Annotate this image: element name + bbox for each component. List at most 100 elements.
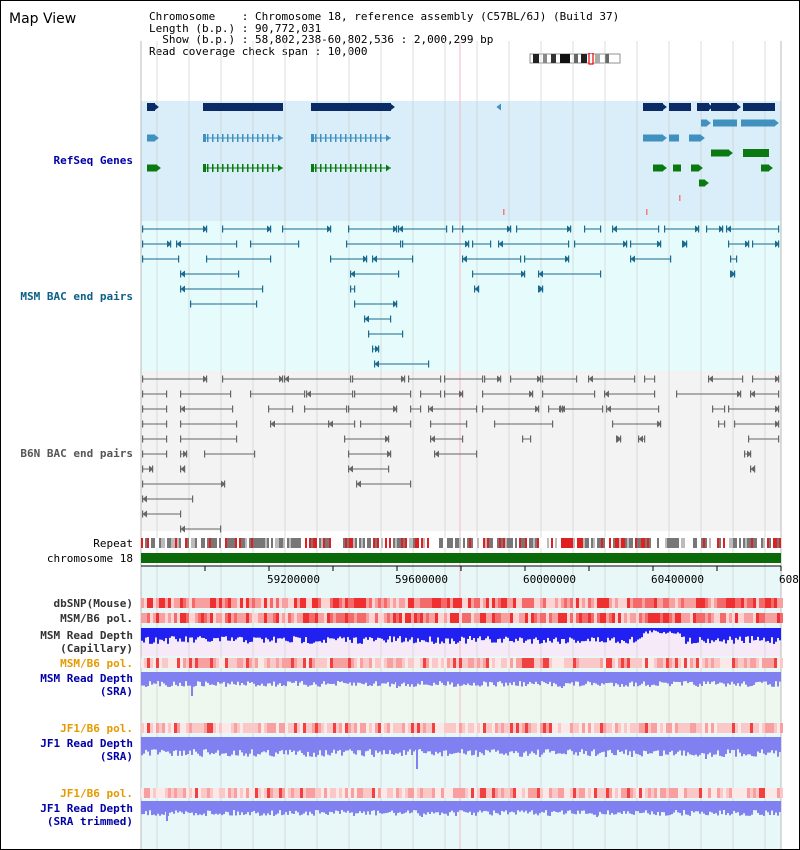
bac-end — [482, 405, 484, 413]
jf1-depth-sra-bar — [777, 737, 779, 757]
jf1-depth-trimmed-bar — [255, 801, 257, 814]
msm-depth-sra-bar — [483, 672, 485, 682]
msm-b6-pol-density — [720, 613, 723, 623]
track-label-jf1-b6-pol[interactable]: JF1/B6 pol. — [60, 722, 133, 735]
repeat-segment — [661, 538, 663, 548]
jf1-b6-pol-density — [507, 788, 510, 798]
jf1-depth-trimmed-bar — [191, 801, 193, 813]
bac-end — [712, 405, 714, 413]
jf1-depth-trimmed-bar — [693, 801, 695, 813]
repeat-segment — [759, 538, 761, 548]
msm-depth-capillary-bar — [513, 628, 515, 643]
jf1-depth-trimmed-bar — [649, 801, 651, 815]
bac-end — [142, 450, 144, 458]
bac-end — [466, 420, 468, 428]
track-label-msm-bac[interactable]: MSM BAC end pairs — [20, 290, 133, 303]
repeat-segment — [189, 538, 191, 548]
dbsnp-density — [717, 598, 720, 608]
jf1-depth-sra-bar — [645, 737, 647, 752]
jf1-b6-pol-density — [192, 723, 195, 733]
jf1-depth-sra-bar — [259, 737, 261, 755]
msm-depth-sra-bar — [241, 672, 243, 683]
jf1-depth-sra-bar — [471, 737, 473, 756]
repeat-segment — [373, 538, 375, 548]
track-label-msm-depth-sra[interactable]: MSM Read Depth — [40, 672, 133, 685]
jf1-depth-sra-bar — [649, 737, 651, 754]
track-label-chromosome[interactable]: chromosome 18 — [46, 552, 133, 565]
jf1-b6-pol-density — [753, 723, 756, 733]
jf1-b6-pol-density — [600, 788, 603, 798]
repeat-segment — [749, 538, 751, 548]
msm-depth-sra-bar — [621, 672, 623, 685]
jf1-b6-pol-density — [402, 723, 405, 733]
track-label-dbsnp[interactable]: dbSNP(Mouse) — [53, 597, 133, 610]
jf1-depth-sra-bar — [495, 737, 497, 752]
msm-depth-capillary-bar — [309, 628, 311, 644]
track-label-msm-depth-capillary[interactable]: MSM Read Depth — [40, 629, 133, 642]
msm-depth-capillary-bar — [385, 628, 387, 643]
jf1-b6-pol-density — [402, 788, 405, 798]
track-label-jf1-depth-sra[interactable]: JF1 Read Depth — [40, 737, 133, 750]
jf1-depth-trimmed-bar — [547, 801, 549, 816]
jf1-depth-trimmed-bar — [347, 801, 349, 811]
track-label-msm-b6-pol-2[interactable]: MSM/B6 pol. — [60, 657, 133, 670]
gene-exon — [311, 164, 314, 172]
jf1-depth-sra-bar — [507, 737, 509, 756]
msm-depth-capillary-bar — [283, 628, 285, 638]
repeat-segment — [359, 538, 361, 548]
bac-end — [630, 240, 632, 248]
msm-b6-pol-density — [561, 658, 564, 668]
msm-depth-capillary-bar — [187, 628, 189, 643]
jf1-b6-pol-density — [510, 723, 513, 733]
dbsnp-density — [414, 598, 417, 608]
bac-end — [410, 420, 412, 428]
track-label-b6n-bac[interactable]: B6N BAC end pairs — [20, 447, 133, 460]
strand-arrow — [731, 270, 736, 278]
jf1-depth-sra-bar — [679, 737, 681, 751]
msm-depth-sra-bar — [499, 672, 501, 682]
repeat-segment — [673, 538, 675, 548]
strand-arrow — [180, 285, 185, 293]
track-label-refseq[interactable]: RefSeq Genes — [53, 154, 133, 167]
jf1-depth-trimmed-bar — [495, 801, 497, 813]
track-label-repeat[interactable]: Repeat — [93, 537, 133, 550]
dbsnp-density — [720, 598, 723, 608]
dbsnp-density — [429, 598, 432, 608]
strand-arrow — [657, 240, 662, 248]
gene-exon — [365, 164, 367, 172]
jf1-depth-sra-bar — [537, 737, 539, 750]
msm-depth-sra-bar — [521, 672, 523, 687]
jf1-depth-sra-bar — [501, 737, 503, 754]
msm-b6-pol-density — [432, 658, 435, 668]
track-label-jf1-b6-pol-2[interactable]: JF1/B6 pol. — [60, 787, 133, 800]
jf1-b6-pol-density — [456, 788, 459, 798]
jf1-depth-sra-bar — [247, 737, 249, 757]
dbsnp-density — [525, 598, 528, 608]
jf1-b6-pol-density — [411, 788, 414, 798]
strand-arrow — [630, 255, 635, 263]
jf1-b6-pol-density — [318, 788, 321, 798]
jf1-depth-trimmed-bar — [275, 801, 277, 815]
msm-b6-pol-density — [471, 613, 474, 623]
msm-depth-capillary-bar — [299, 628, 301, 638]
jf1-depth-trimmed-bar — [565, 801, 567, 814]
jf1-b6-pol-density — [222, 723, 225, 733]
dbsnp-density — [687, 598, 690, 608]
repeat-segment — [725, 538, 727, 548]
msm-depth-capillary-bar — [585, 628, 587, 641]
chromosome-ideogram[interactable] — [529, 53, 623, 65]
jf1-depth-sra-bar — [333, 737, 335, 750]
bac-end — [778, 225, 780, 233]
repeat-segment — [715, 538, 717, 548]
jf1-b6-pol-density — [558, 723, 561, 733]
track-label-msm-b6-pol[interactable]: MSM/B6 pol. — [60, 612, 133, 625]
msm-depth-sra-bar — [537, 672, 539, 684]
jf1-depth-sra-bar — [383, 737, 385, 751]
track-label-jf1-depth-sra-sub: (SRA) — [99, 750, 133, 763]
msm-depth-capillary-bar — [705, 628, 707, 643]
jf1-depth-trimmed-bar — [393, 801, 395, 813]
dbsnp-density — [714, 598, 717, 608]
jf1-depth-trimmed-bar — [633, 801, 635, 815]
track-label-jf1-depth-trimmed[interactable]: JF1 Read Depth — [40, 802, 133, 815]
